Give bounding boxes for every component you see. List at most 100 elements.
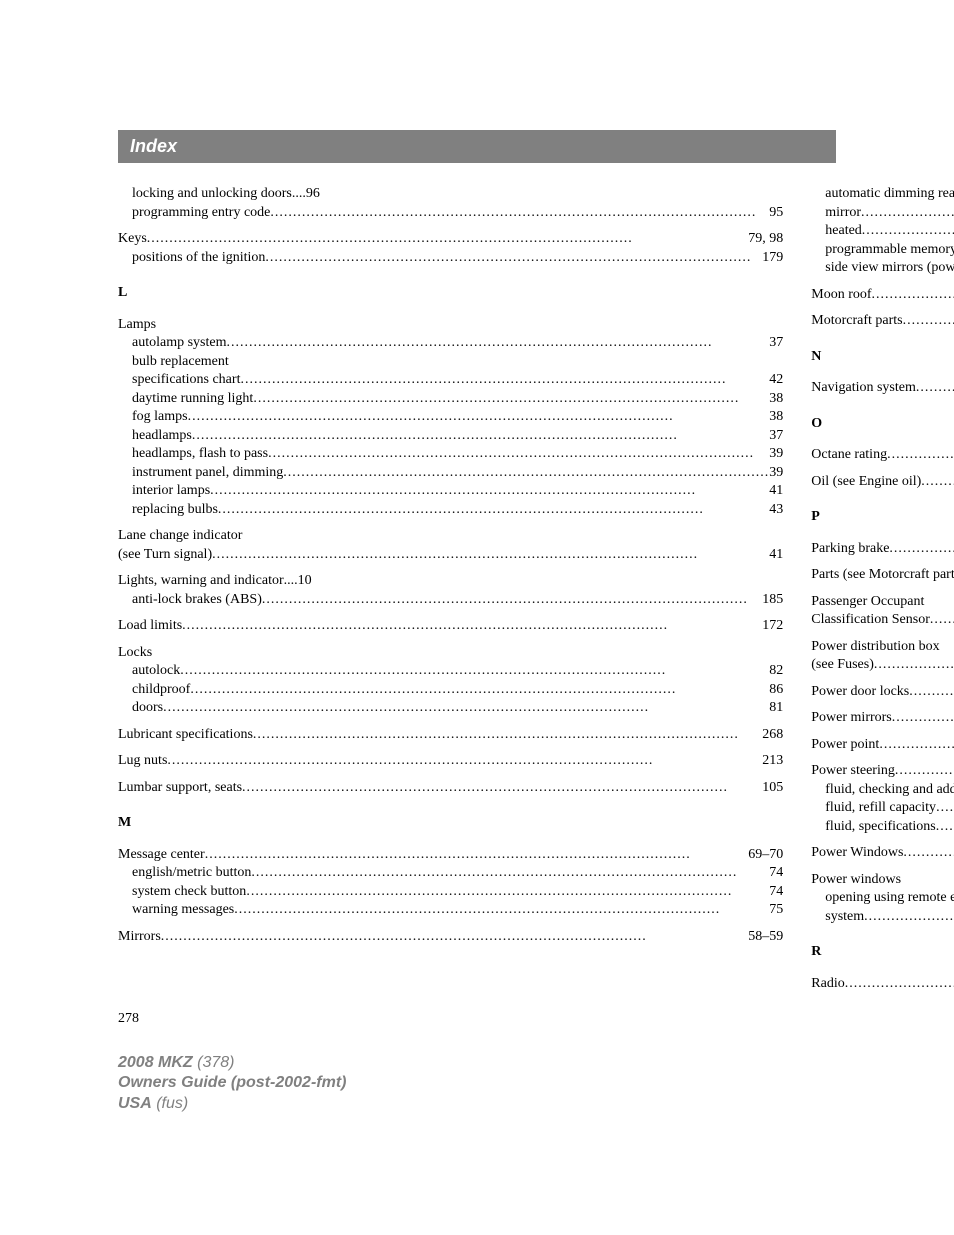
spacer (118, 718, 783, 726)
index-entry: Message center69–70 (118, 846, 783, 864)
index-entry: Keys79, 98 (118, 230, 783, 248)
entry-page: 75 (769, 901, 783, 919)
entry-dots (268, 445, 769, 463)
entry-label: mirror (825, 204, 861, 222)
entry-label: Lane change indicator (118, 527, 242, 545)
index-entry: Load limits172 (118, 617, 783, 635)
entry-dots (887, 446, 954, 464)
spacer (811, 675, 954, 683)
entry-dots (234, 901, 769, 919)
entry-page: 179 (762, 249, 783, 267)
entry-label: Keys (118, 230, 147, 248)
entry-label: Lights, warning and indicator (118, 572, 284, 590)
section-letter: N (811, 348, 954, 366)
entry-label: instrument panel, dimming (132, 464, 283, 482)
index-entry: daytime running light 38 (118, 390, 783, 408)
entry-dots (936, 799, 954, 817)
index-entry: Power steering187 (811, 762, 954, 780)
entry-label: Octane rating (811, 446, 887, 464)
entry-dots (192, 427, 769, 445)
spacer (118, 564, 783, 572)
spacer (811, 728, 954, 736)
index-entry: system89 (811, 908, 954, 926)
index-entry: interior lamps41 (118, 482, 783, 500)
entry-label: Lumbar support, seats (118, 779, 242, 797)
index-entry-plain: Locks (118, 644, 783, 662)
index-entry: Radio16 (811, 975, 954, 993)
index-entry: instrument panel, dimming39 (118, 464, 783, 482)
index-entry: locking and unlocking doors ....96 (118, 185, 783, 203)
entry-label: Power steering (811, 762, 895, 780)
index-entry: headlamps, flash to pass39 (118, 445, 783, 463)
spacer (811, 836, 954, 844)
index-entry: english/metric button74 (118, 864, 783, 882)
index-entry: Moon roof64, 89 (811, 286, 954, 304)
entry-dots (240, 371, 769, 389)
index-entry: Lug nuts213 (118, 752, 783, 770)
index-entry: (see Turn signal)41 (118, 546, 783, 564)
entry-label: fluid, checking and adding (825, 781, 954, 799)
entry-dots (864, 908, 954, 926)
index-entry: Lights, warning and indicator ....10 (118, 572, 783, 590)
footer: 2008 MKZ (378) Owners Guide (post-2002-f… (118, 1053, 346, 1115)
entry-page: 185 (762, 591, 783, 609)
index-entry-plain: Lane change indicator (118, 527, 783, 545)
entry-label: opening using remote entry (825, 889, 954, 907)
entry-label: bulb replacement (132, 353, 229, 371)
entry-dots (895, 762, 954, 780)
entry-page: 39 (769, 445, 783, 463)
footer-model: 2008 MKZ (118, 1054, 193, 1071)
entry-separator: .... (292, 185, 306, 203)
entry-label: fog lamps (132, 408, 188, 426)
entry-dots (879, 736, 954, 754)
entry-label: english/metric button (132, 864, 251, 882)
entry-page: 42 (769, 371, 783, 389)
entry-dots (903, 312, 954, 330)
index-header: Index (118, 130, 836, 163)
entry-label: specifications chart (132, 371, 240, 389)
index-entry: heated60 (811, 222, 954, 240)
index-entry: specifications chart 42 (118, 371, 783, 389)
entry-label: Power Windows (811, 844, 903, 862)
entry-dots (210, 482, 769, 500)
entry-dots (903, 844, 954, 862)
entry-label: programmable memory (825, 241, 954, 259)
left-column: locking and unlocking doors ....96progra… (118, 185, 783, 993)
index-entry: fluid, checking and adding ....262 (811, 781, 954, 799)
index-entry: autolock82 (118, 662, 783, 680)
entry-page: 213 (762, 752, 783, 770)
index-entry: fluid, refill capacity268 (811, 799, 954, 817)
index-entry: Classification Sensor113 (811, 611, 954, 629)
spacer (811, 278, 954, 286)
entry-page: 81 (769, 699, 783, 717)
index-entry: Lubricant specifications268 (118, 726, 783, 744)
index-entry: Motorcraft parts233, 251, 267 (811, 312, 954, 330)
entry-label: Lamps (118, 316, 156, 334)
index-entry: Power point55 (811, 736, 954, 754)
entry-label: (see Turn signal) (118, 546, 212, 564)
index-entry: Power Windows56 (811, 844, 954, 862)
index-entry-plain: opening using remote entry (811, 889, 954, 907)
entry-dots (163, 699, 769, 717)
section-letter: M (118, 814, 783, 832)
spacer (811, 754, 954, 762)
spacer (811, 558, 954, 566)
entry-label: Navigation system (811, 379, 916, 397)
entry-label: Power mirrors (811, 709, 892, 727)
entry-label: autolock (132, 662, 180, 680)
index-entry: fog lamps38 (118, 408, 783, 426)
index-entry: Lumbar support, seats105 (118, 779, 783, 797)
entry-dots (861, 204, 954, 222)
spacer (811, 465, 954, 473)
footer-region-code: (fus) (152, 1095, 188, 1112)
entry-dots (283, 464, 769, 482)
entry-label: doors (132, 699, 163, 717)
entry-label: daytime running light (132, 390, 253, 408)
index-entry: fluid, specifications268 (811, 818, 954, 836)
index-entry: system check button74 (118, 883, 783, 901)
entry-page: 38 (769, 390, 783, 408)
entry-label: Oil (see Engine oil) (811, 473, 921, 491)
entry-separator: .... (284, 572, 298, 590)
entry-page: 268 (762, 726, 783, 744)
entry-label: locking and unlocking doors (132, 185, 292, 203)
